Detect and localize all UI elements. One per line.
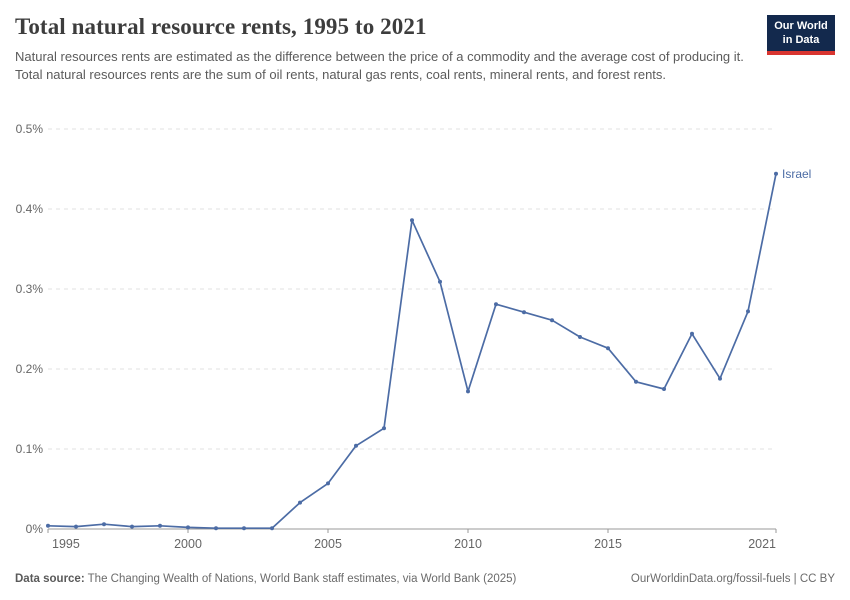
series-line-israel[interactable] [47,172,777,530]
data-point[interactable] [634,379,638,384]
y-tick-label: 0.5% [16,122,44,136]
data-point[interactable] [718,376,722,381]
x-tick-label: 2010 [454,537,482,551]
owid-logo[interactable]: Our World in Data [767,15,835,55]
x-tick-label: 2005 [314,537,342,551]
data-point[interactable] [46,523,50,528]
x-tick-label: 2000 [174,537,202,551]
data-point[interactable] [410,218,414,223]
y-tick-label: 0.2% [16,362,44,376]
data-point[interactable] [74,524,78,529]
chart-footer: Data source: The Changing Wealth of Nati… [15,573,835,585]
data-point[interactable] [382,426,386,431]
data-point[interactable] [522,310,526,315]
data-point[interactable] [102,522,106,527]
x-tick-label: 1995 [52,537,80,551]
data-point[interactable] [130,524,134,529]
data-point[interactable] [354,443,358,448]
x-tick-label: 2021 [748,537,776,551]
data-point[interactable] [270,526,274,531]
chart-subtitle: Natural resources rents are estimated as… [15,49,744,82]
data-point[interactable] [466,389,470,394]
y-tick-label: 0% [26,522,44,536]
data-point[interactable] [242,526,246,531]
data-point[interactable] [662,387,666,391]
data-point[interactable] [578,335,582,339]
data-source-label: Data source: [15,573,85,585]
chart-header: Total natural resource rents, 1995 to 20… [15,14,750,84]
data-point[interactable] [746,309,750,314]
data-point[interactable] [550,318,554,323]
data-point[interactable] [438,279,442,284]
page-title: Total natural resource rents, 1995 to 20… [15,14,427,39]
data-point[interactable] [214,526,218,531]
data-source-text: The Changing Wealth of Nations, World Ba… [84,573,517,585]
y-tick-label: 0.3% [16,282,44,296]
owid-logo-line2: in Data [782,33,820,46]
data-point[interactable] [606,346,610,351]
data-point[interactable] [690,331,694,336]
y-tick-label: 0.1% [16,442,44,456]
data-point[interactable] [298,500,302,505]
data-point[interactable] [326,481,330,486]
x-tick-label: 2015 [594,537,622,551]
data-point[interactable] [158,523,162,528]
y-tick-label: 0.4% [16,202,44,216]
data-point[interactable] [494,302,498,307]
data-point[interactable] [186,525,190,530]
data-point[interactable] [774,171,778,176]
owid-logo-line1: Our World [774,20,828,32]
series-end-label[interactable]: Israel [782,167,811,181]
credit-link[interactable]: OurWorldinData.org/fossil-fuels | CC BY [630,573,835,585]
data-source: Data source: The Changing Wealth of Nati… [15,573,516,585]
